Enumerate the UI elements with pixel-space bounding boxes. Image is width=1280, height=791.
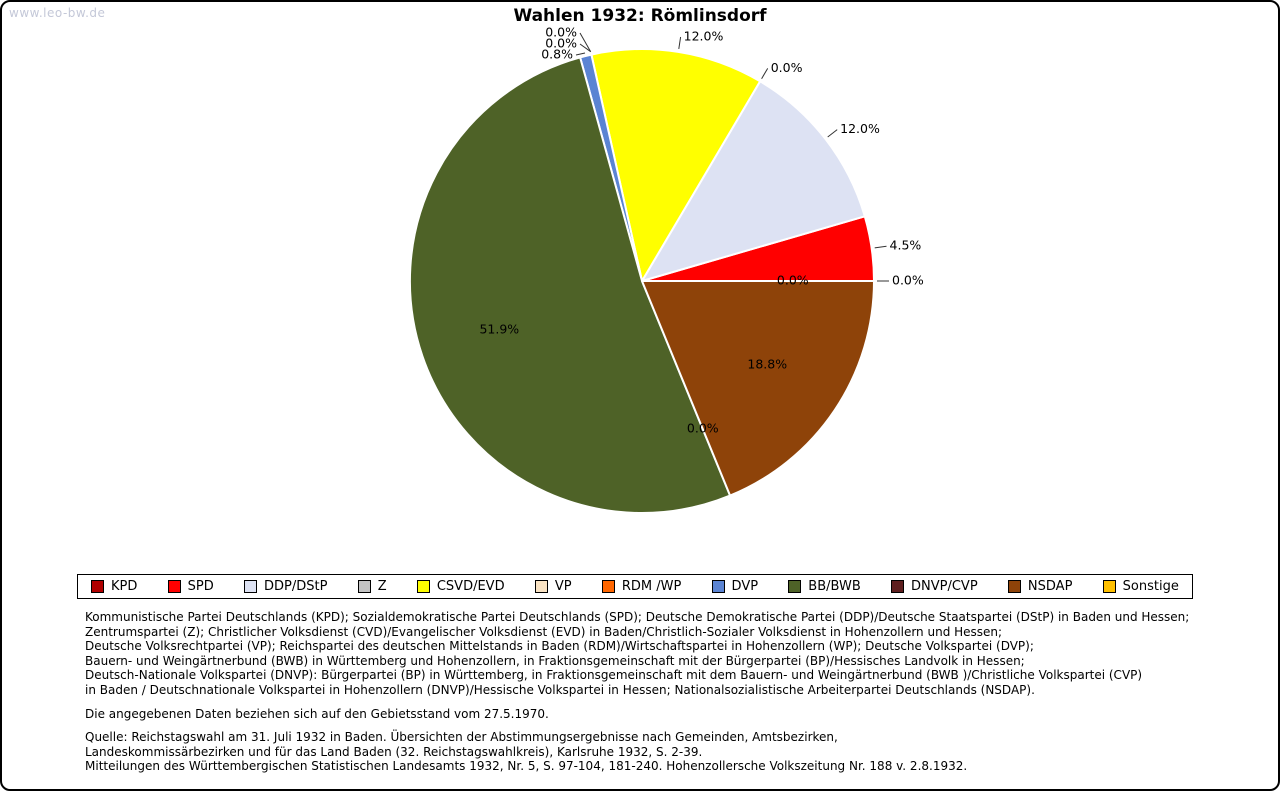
legend-label-bb-bwb: BB/BWB: [808, 579, 861, 594]
pie-label-rdm-wp: 0.0%: [545, 36, 577, 51]
legend-label-dvp: DVP: [731, 579, 759, 594]
pie-label-dnvp-cvp: 0.0%: [687, 421, 719, 436]
chart-title: Wahlen 1932: Römlinsdorf: [513, 6, 767, 26]
legend-swatch-nsdap: [1007, 580, 1021, 593]
legend-item-z: Z: [357, 579, 387, 594]
legend-swatch-ddp-dstp: [243, 580, 257, 593]
legend-label-vp: VP: [554, 579, 572, 594]
pie-label-kpd: 0.0%: [892, 273, 924, 288]
legend-item-rdm-wp: RDM /WP: [601, 579, 682, 594]
legend-item-kpd: KPD: [91, 579, 137, 594]
legend-swatch-z: [357, 580, 371, 593]
watermark: www.leo-bw.de: [9, 6, 106, 20]
legend-swatch-csvd-evd: [416, 580, 430, 593]
legend-swatch-dvp: [711, 580, 725, 593]
legend-item-vp: VP: [534, 579, 572, 594]
legend-label-ddp-dstp: DDP/DStP: [263, 579, 328, 594]
legend-label-sonstige: Sonstige: [1122, 579, 1179, 594]
party-explanations: Kommunistische Partei Deutschlands (KPD)…: [85, 610, 1190, 697]
legend-swatch-vp: [534, 580, 548, 593]
pie-label-sonstige: 0.0%: [777, 273, 809, 288]
legend-label-spd: SPD: [187, 579, 214, 594]
legend: KPD SPD DDP/DStP Z CSVD/EVD VP RDM /WP DVP BB/BW…: [77, 574, 1193, 599]
pie-label-dvp: 0.8%: [541, 47, 573, 62]
legend-label-csvd-evd: CSVD/EVD: [436, 579, 505, 594]
legend-item-sonstige: Sonstige: [1102, 579, 1179, 594]
legend-item-spd: SPD: [167, 579, 214, 594]
legend-item-csvd-evd: CSVD/EVD: [416, 579, 505, 594]
pie-slice-ddp-dstp: [641, 80, 866, 282]
footer: Kommunistische Partei Deutschlands (KPD)…: [85, 610, 1218, 774]
territorial-note: Die angegebenen Daten beziehen sich auf …: [85, 706, 549, 721]
pie-slice-csvd-evd: [590, 48, 762, 282]
legend-item-nsdap: NSDAP: [1007, 579, 1073, 594]
legend-swatch-rdm-wp: [601, 580, 615, 593]
pie-label-spd: 4.5%: [890, 238, 922, 253]
pie-label-vp: 0.0%: [545, 25, 577, 40]
pie-label-csvd-evd: 12.0%: [684, 29, 724, 44]
pie-label-z: 0.0%: [771, 60, 803, 75]
legend-swatch-dnvp-cvp: [891, 580, 904, 593]
pie-label-bb-bwb: 51.9%: [479, 321, 519, 336]
legend-item-dnvp-cvp: DNVP/CVP: [891, 579, 978, 594]
pie-slice-bb-bwb: [408, 56, 732, 515]
source-note: Quelle: Reichstagswahl am 31. Juli 1932 …: [85, 730, 968, 774]
legend-swatch-kpd: [91, 580, 104, 593]
legend-item-ddp-dstp: DDP/DStP: [243, 579, 328, 594]
legend-item-dvp: DVP: [711, 579, 759, 594]
pie-label-ddp-dstp: 12.0%: [840, 121, 880, 136]
legend-label-dnvp-cvp: DNVP/CVP: [911, 579, 978, 594]
legend-label-kpd: KPD: [111, 579, 138, 594]
legend-swatch-bb-bwb: [788, 580, 802, 593]
pie-label-nsdap: 18.8%: [747, 356, 787, 371]
pie-slice-nsdap: [641, 280, 875, 497]
legend-label-nsdap: NSDAP: [1027, 579, 1073, 594]
legend-label-z: Z: [377, 579, 387, 594]
pie-chart: 0.0%4.5%12.0%0.0%12.0%0.0%0.0%0.8%51.9%0…: [408, 25, 924, 515]
legend-swatch-spd: [167, 580, 181, 593]
legend-label-rdm-wp: RDM /WP: [621, 579, 682, 594]
legend-swatch-sonstige: [1102, 580, 1116, 593]
legend-item-bb-bwb: BB/BWB: [788, 579, 861, 594]
